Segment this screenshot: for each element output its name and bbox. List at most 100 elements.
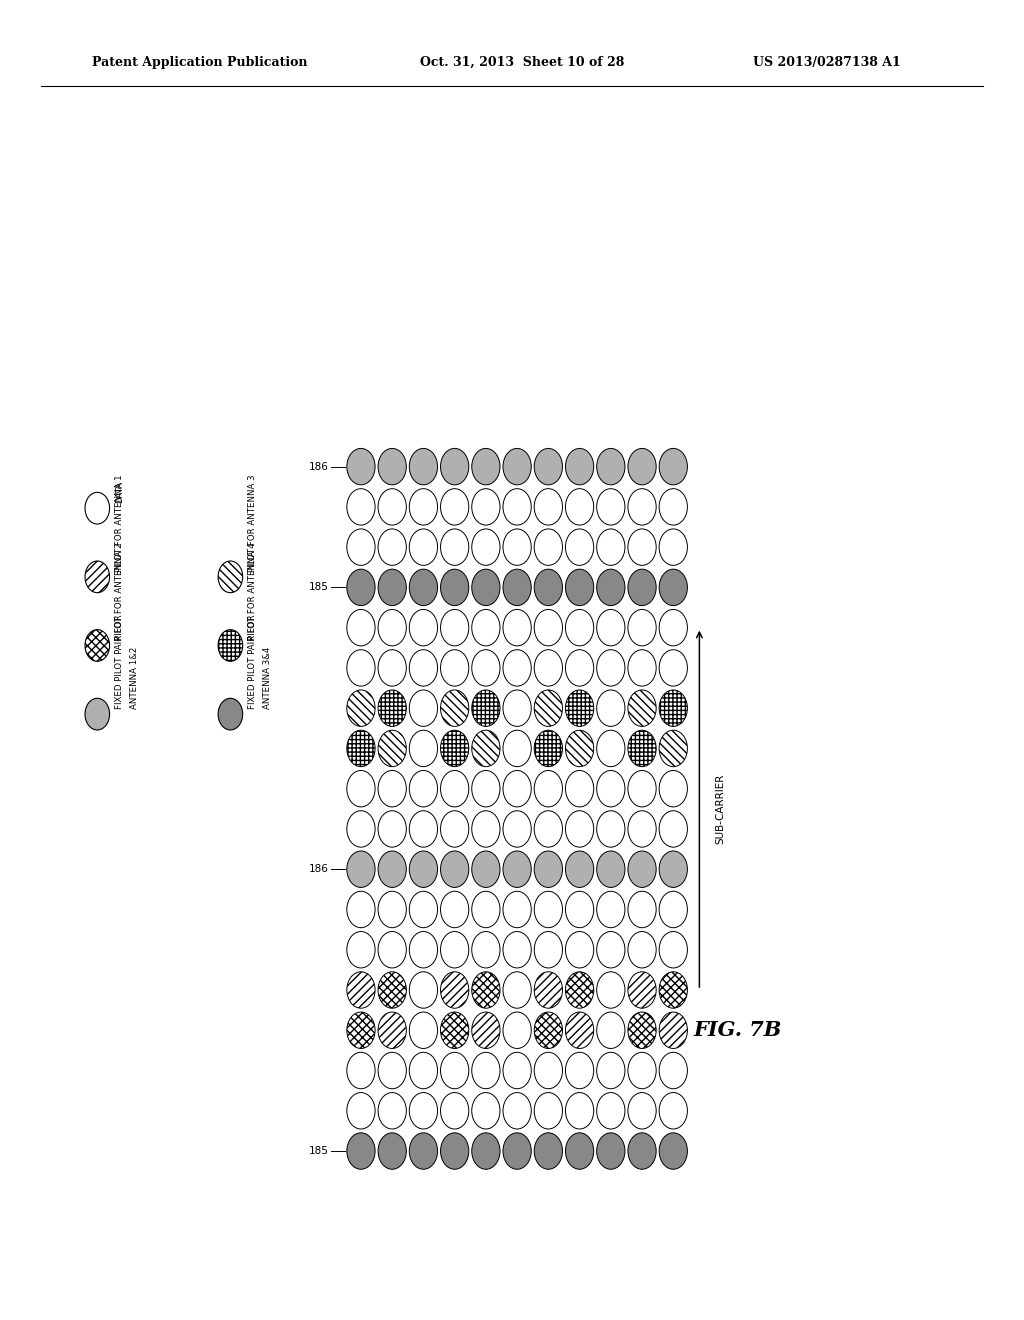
Ellipse shape <box>378 730 407 767</box>
Ellipse shape <box>503 730 531 767</box>
Ellipse shape <box>628 851 656 887</box>
Ellipse shape <box>659 649 687 686</box>
Ellipse shape <box>410 488 437 525</box>
Ellipse shape <box>472 972 500 1008</box>
Ellipse shape <box>535 771 562 807</box>
Ellipse shape <box>535 488 562 525</box>
Ellipse shape <box>410 610 437 645</box>
Ellipse shape <box>378 810 407 847</box>
Ellipse shape <box>597 649 625 686</box>
Ellipse shape <box>659 771 687 807</box>
Text: 185: 185 <box>308 1146 329 1156</box>
Ellipse shape <box>503 1012 531 1048</box>
Ellipse shape <box>565 449 594 484</box>
Ellipse shape <box>347 1133 375 1170</box>
Ellipse shape <box>597 891 625 928</box>
Ellipse shape <box>85 561 110 593</box>
Ellipse shape <box>659 851 687 887</box>
Ellipse shape <box>440 810 469 847</box>
Ellipse shape <box>347 730 375 767</box>
Ellipse shape <box>410 771 437 807</box>
Ellipse shape <box>659 488 687 525</box>
Ellipse shape <box>503 488 531 525</box>
Ellipse shape <box>410 529 437 565</box>
Text: PILOT FOR ANTENNA 4: PILOT FOR ANTENNA 4 <box>249 543 257 640</box>
Ellipse shape <box>410 932 437 968</box>
Ellipse shape <box>565 730 594 767</box>
Ellipse shape <box>535 569 562 606</box>
Ellipse shape <box>378 1093 407 1129</box>
Ellipse shape <box>85 698 110 730</box>
Text: ANTENNA 3&4: ANTENNA 3&4 <box>263 647 271 709</box>
Ellipse shape <box>503 1052 531 1089</box>
Ellipse shape <box>472 1133 500 1170</box>
Ellipse shape <box>347 1012 375 1048</box>
Text: PILOT FOR ANTENNA 1: PILOT FOR ANTENNA 1 <box>116 474 124 572</box>
Ellipse shape <box>535 449 562 484</box>
Ellipse shape <box>378 569 407 606</box>
Ellipse shape <box>503 1133 531 1170</box>
Ellipse shape <box>659 529 687 565</box>
Ellipse shape <box>440 690 469 726</box>
Ellipse shape <box>628 1012 656 1048</box>
Ellipse shape <box>472 1093 500 1129</box>
Text: PILOT FOR ANTENNA 2: PILOT FOR ANTENNA 2 <box>116 543 124 640</box>
Ellipse shape <box>597 851 625 887</box>
Ellipse shape <box>440 1052 469 1089</box>
Ellipse shape <box>503 529 531 565</box>
Text: SUB-CARRIER: SUB-CARRIER <box>716 774 726 843</box>
Text: FIXED PILOT PAIR FOR: FIXED PILOT PAIR FOR <box>116 614 124 709</box>
Ellipse shape <box>472 1052 500 1089</box>
Ellipse shape <box>535 649 562 686</box>
Ellipse shape <box>597 771 625 807</box>
Ellipse shape <box>347 649 375 686</box>
Ellipse shape <box>347 610 375 645</box>
Ellipse shape <box>659 1133 687 1170</box>
Ellipse shape <box>565 1012 594 1048</box>
Ellipse shape <box>597 1012 625 1048</box>
Ellipse shape <box>597 1133 625 1170</box>
Ellipse shape <box>597 730 625 767</box>
Ellipse shape <box>440 649 469 686</box>
Ellipse shape <box>218 698 243 730</box>
Ellipse shape <box>659 810 687 847</box>
Ellipse shape <box>378 690 407 726</box>
Ellipse shape <box>503 932 531 968</box>
Ellipse shape <box>378 610 407 645</box>
Ellipse shape <box>659 1093 687 1129</box>
Ellipse shape <box>659 569 687 606</box>
Ellipse shape <box>410 690 437 726</box>
Ellipse shape <box>472 690 500 726</box>
Ellipse shape <box>347 1052 375 1089</box>
Ellipse shape <box>378 851 407 887</box>
Ellipse shape <box>503 771 531 807</box>
Ellipse shape <box>597 1052 625 1089</box>
Ellipse shape <box>535 851 562 887</box>
Ellipse shape <box>410 569 437 606</box>
Text: 185: 185 <box>308 582 329 593</box>
Ellipse shape <box>659 932 687 968</box>
Ellipse shape <box>565 569 594 606</box>
Ellipse shape <box>503 690 531 726</box>
Ellipse shape <box>347 488 375 525</box>
Ellipse shape <box>628 649 656 686</box>
Ellipse shape <box>565 891 594 928</box>
Ellipse shape <box>597 810 625 847</box>
Ellipse shape <box>628 569 656 606</box>
Ellipse shape <box>565 1052 594 1089</box>
Ellipse shape <box>378 649 407 686</box>
Ellipse shape <box>378 529 407 565</box>
Ellipse shape <box>503 891 531 928</box>
Ellipse shape <box>628 972 656 1008</box>
Ellipse shape <box>347 569 375 606</box>
Ellipse shape <box>472 851 500 887</box>
Ellipse shape <box>535 810 562 847</box>
Ellipse shape <box>565 610 594 645</box>
Ellipse shape <box>347 1093 375 1129</box>
Ellipse shape <box>440 972 469 1008</box>
Ellipse shape <box>503 449 531 484</box>
Ellipse shape <box>597 690 625 726</box>
Ellipse shape <box>378 1052 407 1089</box>
Ellipse shape <box>410 1093 437 1129</box>
Ellipse shape <box>440 1133 469 1170</box>
